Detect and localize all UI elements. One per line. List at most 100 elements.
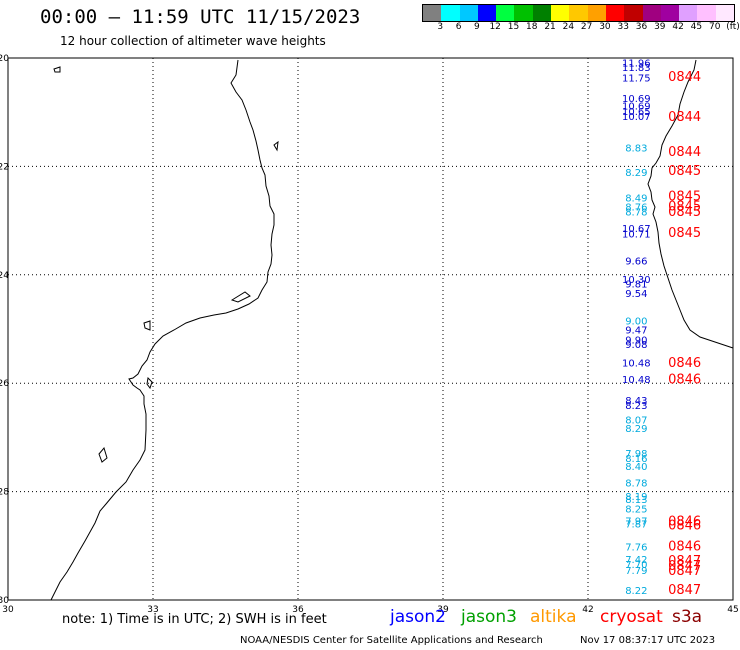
legend-label: 9 [474, 22, 480, 32]
legend-swatch [715, 5, 735, 21]
legend-label: 27 [580, 22, 593, 32]
legend-swatch [697, 5, 716, 21]
legend-label: 21 [544, 22, 556, 32]
legend-label: 15 [507, 22, 520, 32]
wave-height-value: 8.19 [625, 492, 647, 503]
legend-swatch [642, 5, 661, 21]
lat-tick-label: -28 [0, 488, 9, 498]
lon-tick-label: 33 [147, 605, 158, 615]
footer-timestamp: Nov 17 08:37:17 UTC 2023 [580, 635, 716, 646]
wave-height-value: 9.54 [625, 289, 647, 300]
island [53, 66, 61, 73]
wave-height-value: 7.97 [625, 516, 647, 527]
wave-height-value: 8.83 [625, 143, 647, 154]
legend-swatch [551, 5, 570, 21]
pass-time-label: 0846 [668, 356, 701, 371]
map-frame [7, 57, 734, 601]
wave-height-value: 9.81 [625, 279, 647, 290]
pass-time-label: 0844 [668, 110, 701, 125]
wave-height-value: 8.78 [625, 478, 647, 489]
lat-tick-label: -26 [0, 379, 9, 389]
wave-height-value: 10.67 [622, 224, 651, 235]
legend-swatch [441, 5, 460, 21]
pass-time-label: 0847 [668, 559, 701, 574]
lon-tick-label: 39 [437, 605, 449, 615]
legend-label: 70 [708, 22, 721, 32]
wave-height-value: 11.96 [622, 58, 651, 69]
madagascar-coastline [647, 59, 734, 349]
legend-label: 39 [654, 22, 666, 32]
pass-time-label: 0847 [668, 564, 701, 579]
satellite-name: altika [530, 607, 577, 627]
legend-label: 3 [437, 22, 444, 32]
satellite-name: s3a [672, 607, 703, 627]
river-mouth [146, 376, 153, 390]
wave-height-value: 9.47 [625, 326, 647, 337]
wave-height-value: 9.00 [625, 316, 647, 327]
legend-swatch [514, 5, 533, 21]
wave-height-value: 11.75 [622, 74, 651, 85]
wave-height-value: 10.48 [622, 359, 651, 370]
pass-time-label: 0845 [668, 226, 701, 241]
wave-height-value: 7.70 [625, 560, 647, 571]
island [230, 291, 251, 303]
pass-time-label: 0845 [668, 190, 701, 205]
lon-tick-label: 36 [292, 605, 304, 615]
pass-time-label: 0846 [668, 539, 701, 554]
wave-height-value: 10.69 [622, 94, 651, 105]
legend-swatch [605, 5, 625, 21]
legend-swatch [679, 5, 698, 21]
lon-tick-label: 30 [2, 605, 14, 615]
wave-height-value: 8.23 [625, 401, 647, 412]
page-title: 00:00 – 11:59 UTC 11/15/2023 [40, 6, 361, 28]
wave-height-value: 8.16 [625, 454, 647, 465]
wave-height-value: 8.29 [625, 424, 647, 435]
pass-time-label: 0845 [668, 164, 701, 179]
pass-time-label: 0844 [668, 70, 701, 85]
satellite-name: jason2 [390, 607, 446, 627]
legend-swatch [660, 5, 680, 21]
color-scale-labels: 3 6 9 12 15 18 21 24 27 30 33 36 39 42 45 70 (ft) [422, 22, 739, 36]
wave-height-value: 10.07 [622, 112, 651, 123]
wave-height-value: 7.79 [625, 566, 647, 577]
wave-height-value: 7.98 [625, 449, 647, 460]
legend-label: (ft) [726, 22, 740, 32]
wave-height-value: 8.29 [625, 168, 647, 179]
legend-swatch [587, 5, 606, 21]
legend-label: 30 [599, 22, 611, 32]
pass-time-label: 0847 [668, 583, 701, 598]
wave-height-value: 8.25 [625, 504, 647, 515]
island [273, 140, 279, 152]
satellite-name: jason3 [461, 607, 517, 627]
africa-coastline [50, 59, 275, 601]
footer-credit: NOAA/NESDIS Center for Satellite Applica… [240, 635, 543, 646]
wave-height-value: 7.42 [625, 555, 647, 566]
wave-height-value: 8.22 [625, 586, 647, 597]
wave-height-value: 10.65 [622, 107, 651, 118]
footer-note: note: 1) Time is in UTC; 2) SWH is in fe… [62, 612, 327, 627]
wave-height-value: 8.40 [625, 462, 647, 473]
pass-time-label: 0846 [668, 519, 701, 534]
wave-height-value: 8.76 [625, 203, 647, 214]
legend-swatch [532, 5, 552, 21]
wave-height-value: 9.66 [625, 257, 647, 268]
wave-height-value: 8.07 [625, 416, 647, 427]
wave-height-value: 8.78 [625, 207, 647, 218]
legend-swatch [459, 5, 478, 21]
wave-height-value: 10.30 [622, 275, 651, 286]
pass-time-label: 0847 [668, 554, 701, 569]
legend-swatch [423, 5, 442, 21]
lat-tick-label: -20 [0, 54, 9, 64]
wave-height-value: 9.90 [625, 335, 647, 346]
wave-height-value: 10.69 [622, 102, 651, 113]
island [143, 320, 151, 331]
wave-height-value: 7.76 [625, 542, 647, 553]
lat-tick-label: -30 [0, 596, 9, 606]
legend-label: 18 [526, 22, 538, 32]
wave-height-value: 8.49 [625, 193, 647, 204]
pass-time-labels: 0844084408440845084508450845084508460846… [668, 70, 701, 598]
legend-swatch [477, 5, 497, 21]
legend-label: 42 [672, 22, 684, 32]
